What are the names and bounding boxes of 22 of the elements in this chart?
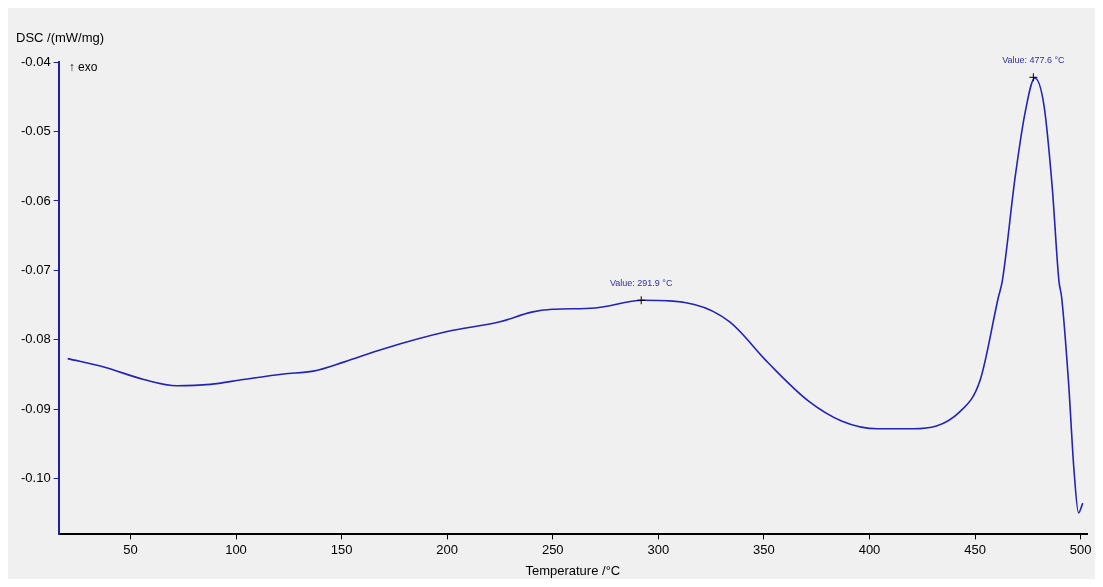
x-tick-label: 450 [964, 541, 986, 557]
y-tick-label: -0.04 [20, 53, 51, 69]
x-tick-label: 400 [858, 541, 881, 557]
x-tick-label: 50 [123, 541, 138, 557]
y-tick-label: -0.05 [20, 123, 51, 139]
x-tick-label: 150 [330, 541, 353, 557]
y-tick-label: -0.09 [20, 400, 51, 416]
x-axis-title: Temperature /°C [525, 562, 621, 578]
y-tick-label: -0.08 [20, 331, 51, 347]
annotation: Value: 291.9 °C [609, 277, 673, 288]
x-tick-label: 500 [1069, 541, 1092, 557]
annotation: Value: 477.6 °C [1002, 54, 1066, 65]
y-tick-label: -0.06 [20, 192, 51, 208]
y-axis-title: DSC /(mW/mg) [16, 29, 105, 45]
x-tick-label: 100 [225, 541, 247, 557]
x-tick-label: 350 [753, 541, 775, 557]
x-tick-label: 300 [647, 541, 670, 557]
y-tick-label: -0.10 [20, 470, 51, 486]
annotation: ↑ exo [68, 60, 98, 75]
x-tick-label: 200 [436, 541, 459, 557]
y-tick-label: -0.07 [20, 261, 51, 277]
x-tick-label: 250 [541, 541, 564, 557]
